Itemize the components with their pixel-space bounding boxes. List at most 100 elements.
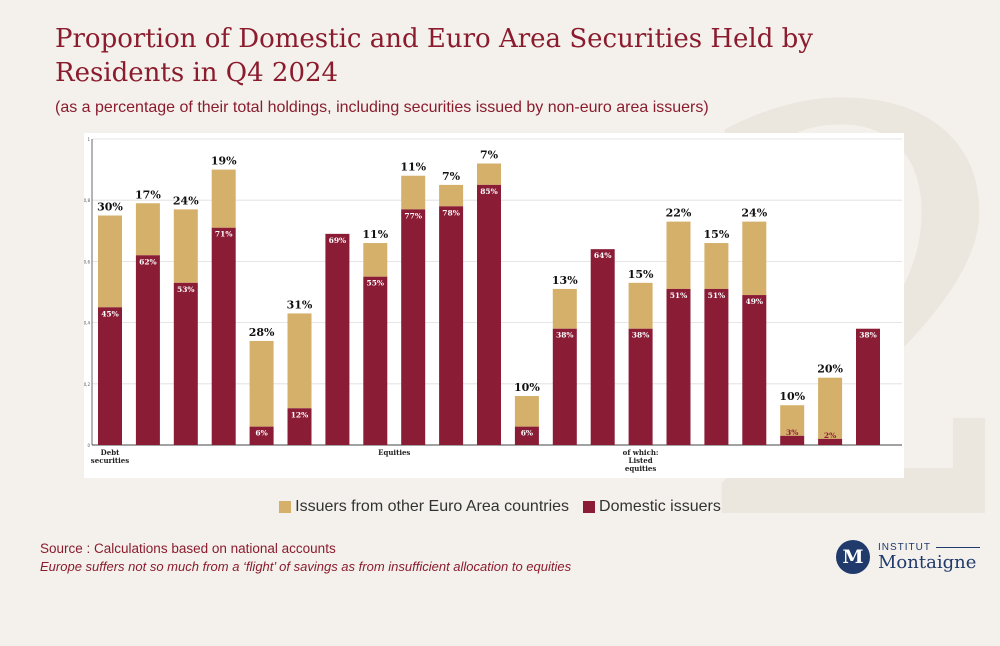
y-tick-label: 0,8 (84, 198, 90, 203)
bar-euro-area (135, 203, 160, 256)
bar-domestic (666, 288, 691, 445)
data-label-domestic: 38% (556, 331, 574, 340)
data-label-euro-area: 30% (97, 201, 123, 214)
data-label-euro-area: 11% (400, 161, 426, 174)
bar-domestic (439, 206, 464, 445)
data-label-domestic: 45% (101, 309, 119, 318)
bar-euro-area (704, 243, 729, 289)
bar-euro-area (249, 340, 274, 427)
logo-top-text: INSTITUT (878, 541, 931, 553)
data-label-euro-area: 7% (442, 170, 461, 183)
data-label-domestic: 55% (367, 279, 385, 288)
y-tick-label: 1 (87, 137, 90, 142)
y-tick-label: 0 (87, 443, 90, 448)
bar-euro-area (98, 215, 122, 308)
chart-title: Proportion of Domestic and Euro Area Sec… (55, 24, 813, 88)
data-label-euro-area: 13% (552, 274, 578, 287)
bar-domestic (98, 307, 122, 445)
data-label-euro-area: 17% (135, 188, 161, 201)
institut-montaigne-logo: M INSTITUT Montaigne (836, 540, 980, 574)
y-tick-label: 0,4 (84, 321, 90, 326)
data-label-domestic: 64% (594, 251, 612, 260)
bar-domestic (401, 209, 426, 445)
bar-euro-area (363, 243, 388, 277)
bar-euro-area (173, 209, 198, 283)
bar-domestic (325, 233, 350, 445)
data-label-euro-area: 31% (287, 298, 313, 311)
bar-euro-area (628, 282, 653, 329)
bar-euro-area (780, 405, 805, 436)
source-text: Source : Calculations based on national … (40, 541, 336, 556)
data-label-euro-area: 10% (779, 390, 805, 403)
legend-swatch-euro-area (279, 501, 292, 513)
data-label-domestic: 51% (708, 291, 726, 300)
bar-domestic (628, 328, 653, 445)
bar-domestic (287, 408, 312, 445)
data-label-domestic: 69% (329, 236, 347, 245)
bar-domestic (249, 426, 274, 445)
bar-domestic (742, 295, 767, 445)
data-label-euro-area: 20% (817, 363, 843, 376)
bar-domestic (818, 438, 843, 445)
bar-domestic (856, 328, 880, 445)
logo-wordmark: INSTITUT Montaigne (878, 542, 980, 573)
bar-domestic (477, 184, 501, 445)
data-label-euro-area: 7% (480, 148, 499, 161)
data-label-domestic: 78% (442, 208, 460, 217)
bar-euro-area (666, 221, 691, 289)
bar-euro-area (818, 377, 843, 439)
data-label-domestic: 6% (255, 429, 267, 438)
bar-domestic (552, 328, 577, 445)
legend-label-domestic: Domestic issuers (599, 498, 721, 515)
x-category-label: Debt securities (91, 448, 129, 465)
data-label-euro-area: 11% (362, 228, 388, 241)
bar-euro-area (401, 175, 426, 210)
bar-euro-area (211, 169, 236, 228)
bar-domestic (363, 276, 388, 445)
data-label-domestic: 38% (632, 331, 650, 340)
data-label-euro-area: 10% (514, 381, 540, 394)
data-label-domestic: 3% (786, 428, 798, 437)
bar-euro-area (287, 313, 312, 409)
chart-area: 0 0,2 0,4 0,6 0,8 1 45% 30% 62% 17% 53% 24% 71% 19% 6%… (84, 133, 904, 478)
data-label-euro-area: 22% (666, 207, 692, 220)
data-label-euro-area: 15% (628, 268, 654, 281)
legend: Issuers from other Euro Area countries D… (0, 498, 1000, 516)
data-label-domestic: 49% (746, 297, 764, 306)
data-label-domestic: 2% (824, 431, 836, 440)
logo-rule (936, 546, 980, 548)
data-label-domestic: 53% (177, 285, 195, 294)
bar-euro-area (552, 288, 577, 329)
data-label-domestic: 38% (859, 331, 877, 340)
bar-domestic (704, 288, 729, 445)
data-label-domestic: 85% (480, 187, 498, 196)
data-label-euro-area: 15% (704, 228, 730, 241)
legend-label-euro-area: Issuers from other Euro Area countries (295, 498, 570, 515)
data-label-domestic: 51% (670, 291, 688, 300)
data-label-domestic: 62% (139, 257, 157, 266)
data-label-domestic: 6% (521, 429, 533, 438)
data-label-euro-area: 24% (173, 194, 199, 207)
legend-swatch-domestic (583, 501, 596, 513)
logo-mark: M (836, 540, 870, 574)
bar-domestic (590, 249, 615, 445)
bar-domestic (780, 435, 805, 445)
bar-domestic (173, 282, 198, 445)
chart-subtitle: (as a percentage of their total holdings… (55, 99, 709, 116)
data-label-domestic: 77% (404, 211, 422, 220)
data-label-domestic: 12% (291, 410, 309, 419)
y-tick-label: 0,2 (84, 382, 90, 387)
legend-item-domestic: Domestic issuers (583, 498, 721, 516)
data-label-domestic: 71% (215, 230, 233, 239)
footnote-text: Europe suffers not so much from a ‘fligh… (40, 559, 572, 574)
data-label-euro-area: 19% (211, 155, 237, 168)
legend-item-euro-area: Issuers from other Euro Area countries (279, 498, 569, 516)
stacked-bar-chart: 0 0,2 0,4 0,6 0,8 1 45% 30% 62% 17% 53% 24% 71% 19% 6%… (84, 137, 902, 473)
bar-domestic (211, 227, 236, 445)
bar-domestic (514, 426, 539, 445)
bar-euro-area (514, 396, 539, 427)
bar-domestic (135, 255, 160, 445)
bar-euro-area (477, 163, 501, 185)
x-category-label: of which: Listed equities (623, 448, 659, 473)
y-tick-label: 0,6 (84, 259, 90, 264)
